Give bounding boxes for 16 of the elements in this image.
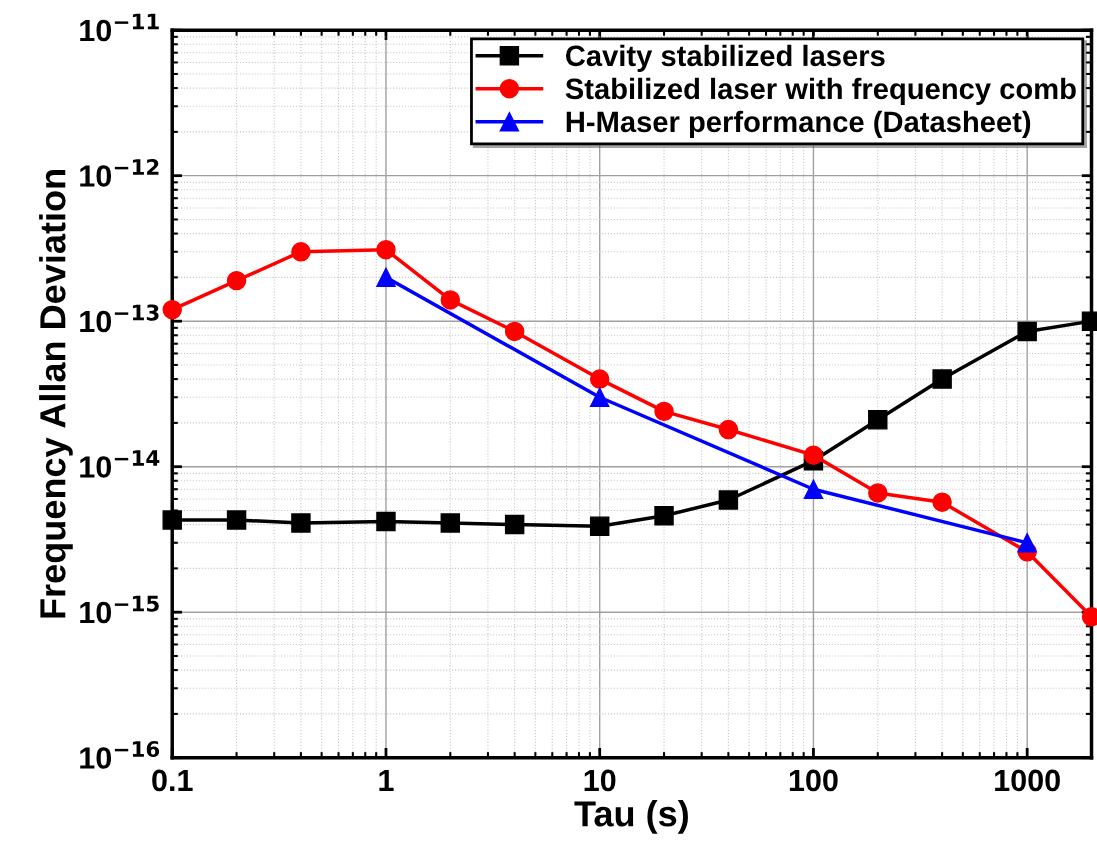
y-axis-title: Frequency Allan Deviation xyxy=(39,170,73,618)
x-tick-label: 1000 xyxy=(995,769,1060,792)
x-tick-label: 0.1 xyxy=(152,769,193,792)
legend-label: Stabilized laser with frequency comb xyxy=(565,77,1076,105)
legend-label: H-Maser performance (Datasheet) xyxy=(566,110,1031,138)
y-tick-label: 10$^{−11}$ xyxy=(80,13,159,42)
x-tick-label: 1 xyxy=(379,769,394,791)
y-tick-label: 10$^{−13}$ xyxy=(80,304,159,333)
x-tick-label: 100 xyxy=(789,769,838,792)
y-tick-label: 10$^{−14}$ xyxy=(80,450,160,478)
x-tick-label: 10 xyxy=(584,769,616,792)
y-tick-label: 10$^{−15}$ xyxy=(80,595,159,624)
x-axis-title: Tau (s) xyxy=(574,800,688,834)
y-tick-label: 10$^{−16}$ xyxy=(80,740,160,769)
legend-label: Cavity stabilized lasers xyxy=(566,44,885,72)
y-tick-label: 10$^{−12}$ xyxy=(80,158,159,187)
